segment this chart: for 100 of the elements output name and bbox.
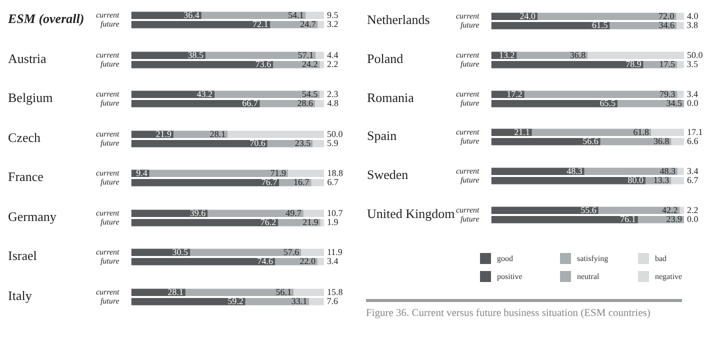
data-label: 6.7 [327, 176, 339, 187]
data-label: 79.3 [660, 88, 676, 98]
data-label: 3.5 [686, 58, 699, 69]
data-label: 9.4 [136, 168, 148, 178]
data-label: 4.0 [687, 10, 699, 21]
y-tick-label: current [456, 12, 480, 21]
data-label: 24.0 [520, 10, 536, 21]
data-label: 54.5 [302, 88, 318, 99]
y-tick-label: future [100, 256, 120, 266]
legend-label: good [497, 254, 513, 263]
data-label: 56.1 [276, 286, 292, 296]
chart-title: United Kingdom [367, 205, 455, 223]
data-label: 66.7 [242, 98, 258, 108]
data-label: 72.1 [252, 18, 268, 29]
data-label: 3.4 [327, 256, 339, 266]
data-label: 61.5 [592, 20, 608, 30]
text: Italy [8, 286, 32, 305]
data-label: 18.8 [327, 168, 344, 178]
data-label: 21.9 [302, 216, 319, 226]
data-label: 76.7 [261, 176, 278, 187]
data-label: 28.6 [297, 98, 314, 108]
data-label: 57.6 [283, 246, 300, 257]
legend-label: satisfying [577, 254, 608, 263]
data-label: 23.9 [666, 214, 682, 224]
data-label: 76.1 [620, 214, 636, 224]
data-label: 1.9 [327, 216, 339, 226]
data-label: 22.0 [300, 256, 316, 266]
data-label: 42.2 [662, 204, 678, 215]
data-label: 55.6 [580, 204, 597, 215]
data-label: 3.2 [327, 18, 338, 29]
data-label: 49.7 [286, 207, 302, 218]
data-label: 2.3 [327, 88, 339, 99]
data-label: 56.6 [582, 136, 599, 146]
data-label: 13.2 [498, 50, 515, 60]
data-label: 17.5 [659, 58, 676, 69]
data-label: 3.4 [686, 88, 699, 98]
y-tick-label: current [96, 50, 120, 60]
y-tick-label: future [460, 214, 480, 224]
y-tick-label: current [96, 129, 120, 138]
data-label: 6.6 [687, 136, 699, 146]
data-label: 10.7 [327, 207, 344, 218]
data-label: 54.1 [288, 10, 304, 20]
data-label: 59.2 [228, 295, 244, 306]
y-tick-label: future [460, 60, 480, 69]
text: Spain [367, 127, 397, 146]
data-label: 11.9 [327, 246, 343, 257]
data-label: 4.8 [327, 98, 339, 108]
data-label: 17.2 [506, 88, 522, 98]
data-label: 50.0 [327, 128, 344, 138]
y-tick-label: current [456, 206, 480, 215]
y-tick-label: current [96, 208, 120, 218]
y-tick-label: current [456, 89, 480, 98]
data-label: 33.1 [291, 295, 308, 306]
legend-label: positive [497, 272, 522, 281]
text: Poland [367, 50, 404, 68]
data-label: 65.5 [600, 98, 616, 108]
data-label: 38.5 [188, 49, 204, 60]
data-label: 39.6 [190, 207, 206, 218]
chart-title: Netherlands [367, 11, 430, 29]
y-tick-label: current [456, 166, 480, 176]
data-label: 74.6 [257, 256, 274, 266]
data-label: 28.1 [210, 128, 226, 138]
data-label: 57.1 [298, 49, 314, 60]
data-label: 0.0 [687, 98, 699, 108]
data-label: 78.9 [626, 58, 642, 69]
legend-label: bad [655, 254, 667, 263]
data-label: 17.1 [687, 127, 703, 138]
data-label: 72.0 [658, 10, 675, 21]
data-label: 34.6 [658, 20, 675, 30]
data-label: 34.5 [666, 98, 682, 108]
y-tick-label: future [100, 296, 120, 306]
data-label: 3.8 [686, 20, 699, 30]
text: Austria [8, 50, 46, 68]
data-label: 0.0 [687, 214, 699, 224]
data-label: 30.5 [172, 246, 189, 257]
y-tick-label: current [96, 168, 120, 178]
text: Israel [8, 247, 37, 265]
data-label: 15.8 [327, 286, 344, 296]
data-label: 2.2 [327, 58, 338, 68]
data-label: 3.4 [687, 166, 699, 176]
data-label: 50.0 [687, 50, 704, 60]
chart-title: Germany [8, 208, 56, 226]
y-tick-label: future [100, 20, 120, 29]
legend-label: neutral [577, 272, 600, 281]
chart-title: Sweden [367, 166, 408, 184]
legend-label: negative [655, 272, 682, 281]
data-label: 48.3 [566, 166, 583, 176]
data-label: 70.6 [250, 137, 266, 148]
y-tick-label: current [456, 50, 480, 60]
y-tick-label: current [96, 90, 120, 99]
y-tick-label: future [460, 98, 480, 108]
data-label: 76.2 [260, 216, 276, 226]
y-tick-label: current [96, 248, 120, 257]
text: France [8, 168, 44, 186]
data-label: 16.7 [294, 176, 310, 187]
y-tick-label: future [100, 98, 120, 108]
data-label: 28.1 [168, 286, 184, 296]
chart-title: ESM (overall) [8, 10, 84, 28]
data-label: 21.9 [156, 128, 172, 138]
data-label: 61.8 [633, 127, 650, 138]
